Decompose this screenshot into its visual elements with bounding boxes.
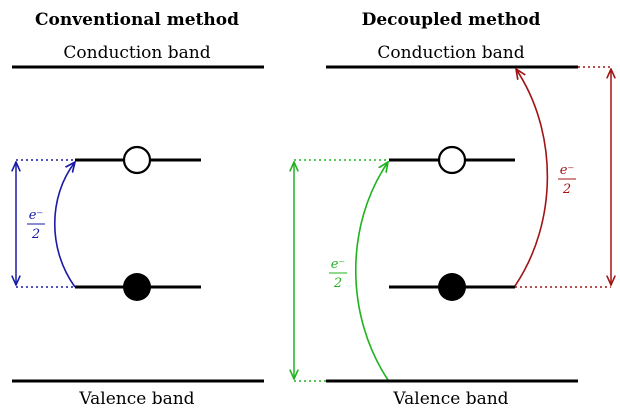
left-panel: Conventional method Conduction band e⁻ 2… [12,10,264,409]
right-red-transfer-curve [514,69,549,287]
right-panel: Decoupled method Conduction band e⁻ 2 e⁻… [294,10,611,409]
right-hole-icon [437,145,467,175]
right-green-transfer-curve [354,162,388,381]
left-valence-label: Valence band [78,389,194,409]
left-panel-title: Conventional method [35,10,239,30]
right-panel-title: Decoupled method [362,10,541,30]
right-green-denominator: 2 [333,276,342,291]
right-red-transfer-label: e⁻ 2 [558,163,576,197]
left-conduction-label: Conduction band [63,43,210,63]
right-red-numerator: e⁻ [560,163,575,178]
left-transfer-label: e⁻ 2 [27,208,45,242]
left-transfer-denominator: 2 [31,227,40,242]
right-red-denominator: 2 [562,182,571,197]
left-hole-icon [122,145,152,175]
left-transfer-curve [53,162,75,288]
right-conduction-label: Conduction band [377,43,524,63]
right-green-transfer-label: e⁻ 2 [329,257,347,291]
right-green-numerator: e⁻ [331,257,346,272]
left-transfer-numerator: e⁻ [29,208,44,223]
right-valence-label: Valence band [392,389,508,409]
right-electron-icon [438,273,466,301]
left-electron-icon [123,273,151,301]
